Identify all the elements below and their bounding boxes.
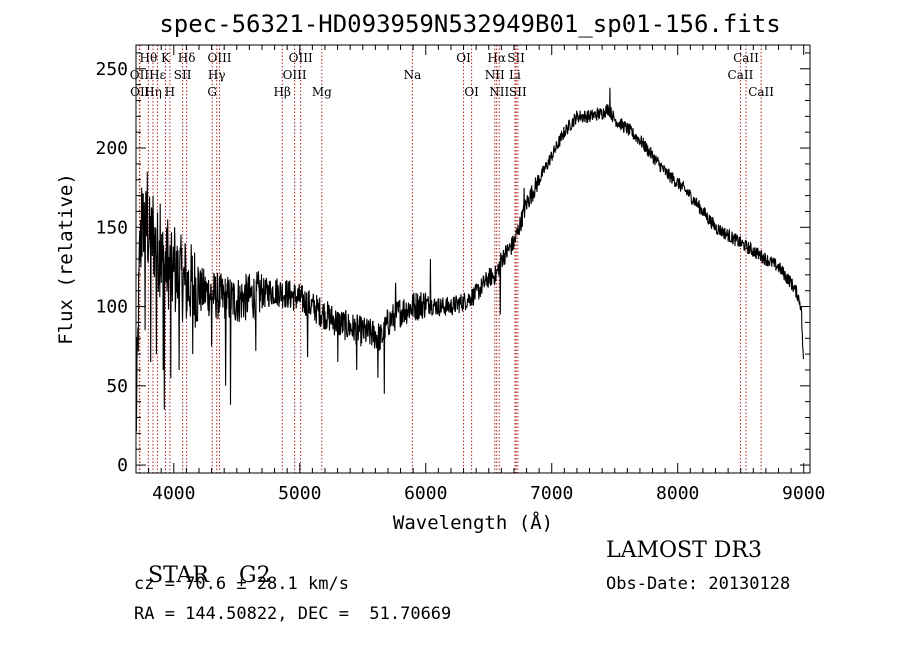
line-label-16: Na	[404, 68, 422, 82]
x-tick-label: 9000	[782, 483, 825, 504]
line-label-2: OII	[130, 85, 150, 99]
line-label-26: CaII	[728, 68, 754, 82]
line-label-27: CaII	[748, 85, 774, 99]
spectrum-line	[135, 87, 804, 432]
y-tick-label: 150	[95, 217, 128, 238]
line-label-25: CaII	[733, 51, 759, 65]
line-label-18: OI	[464, 85, 479, 99]
x-tick-label: 6000	[404, 483, 447, 504]
survey-label: LAMOST DR3	[606, 538, 762, 563]
line-label-13: OIII	[283, 68, 307, 82]
line-label-3: Hη	[144, 85, 162, 99]
y-tick-label: 200	[95, 138, 128, 159]
subclass-label: G2	[239, 563, 271, 588]
y-tick-label: 250	[95, 59, 128, 80]
line-label-12: Hβ	[274, 85, 291, 99]
line-label-9: OIII	[207, 51, 231, 65]
line-label-22: SII	[507, 51, 525, 65]
x-tick-label: 4000	[152, 483, 195, 504]
line-label-1: OII	[130, 68, 150, 82]
obsdate-label: Obs-Date: 20130128	[606, 574, 791, 594]
velocity-label: cz = 70.6 ± 28.1 km/s	[134, 574, 349, 594]
line-label-15: Mg	[312, 85, 332, 99]
line-label-5: K	[161, 51, 171, 65]
x-tick-label: 8000	[656, 483, 699, 504]
line-label-11: G	[207, 85, 217, 99]
line-label-8: Hδ	[178, 51, 196, 65]
y-axis-label: Flux (relative)	[55, 173, 77, 345]
y-tick-label: 0	[117, 455, 128, 476]
line-label-20: NII	[485, 68, 505, 82]
x-axis-label: Wavelength (Å)	[393, 511, 553, 534]
line-label-10: Hγ	[208, 68, 226, 82]
line-label-24: SII	[509, 85, 527, 99]
chart-title: spec-56321-HD093959N532949B01_sp01-156.f…	[159, 10, 780, 38]
axes-frame	[135, 44, 811, 474]
class-label: STAR	[148, 563, 209, 588]
line-label-4: Hε	[149, 68, 166, 82]
line-label-23: Li	[509, 68, 521, 82]
coords-label: RA = 144.50822, DEC = 51.70669	[134, 604, 452, 624]
line-label-6: H	[165, 85, 175, 99]
line-label-14: OIII	[289, 51, 313, 65]
line-label-0: Hθ	[139, 51, 157, 65]
line-label-17: OI	[456, 51, 471, 65]
y-tick-label: 100	[95, 297, 128, 318]
line-label-7: SII	[174, 68, 192, 82]
x-tick-label: 7000	[530, 483, 573, 504]
line-label-19: Hα	[487, 51, 506, 65]
line-label-21: NII	[489, 85, 509, 99]
x-tick-label: 5000	[278, 483, 321, 504]
y-tick-label: 50	[106, 376, 128, 397]
info-class: STAR G2	[134, 538, 271, 588]
